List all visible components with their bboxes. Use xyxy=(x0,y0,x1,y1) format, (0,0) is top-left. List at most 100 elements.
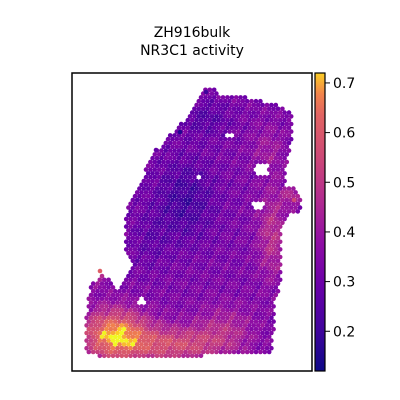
spot xyxy=(240,296,246,302)
spot xyxy=(192,258,197,264)
spot xyxy=(148,319,153,324)
spot xyxy=(207,148,213,153)
spot xyxy=(209,296,215,302)
spot xyxy=(145,300,151,305)
spot xyxy=(242,254,248,260)
spot xyxy=(233,277,239,283)
spot xyxy=(225,125,230,131)
spot xyxy=(137,239,142,245)
spot xyxy=(264,307,270,313)
spot xyxy=(187,273,193,279)
spot xyxy=(275,121,281,127)
spot xyxy=(264,239,270,245)
spot xyxy=(264,117,270,123)
spot xyxy=(84,323,89,328)
spot xyxy=(233,140,239,146)
spot xyxy=(170,334,175,340)
spot xyxy=(238,201,243,207)
spot xyxy=(247,247,252,252)
spot xyxy=(185,262,191,267)
spot xyxy=(269,201,274,207)
spot xyxy=(159,254,164,260)
spot xyxy=(185,285,191,290)
spot xyxy=(227,342,232,347)
spot xyxy=(141,239,147,245)
spot xyxy=(247,155,252,161)
spot xyxy=(262,152,268,157)
spot xyxy=(231,205,237,210)
spot xyxy=(233,117,239,123)
spot xyxy=(156,334,162,340)
spot xyxy=(137,323,142,328)
spot xyxy=(271,129,276,134)
spot xyxy=(211,133,217,138)
spot xyxy=(187,235,193,241)
spot xyxy=(229,345,235,351)
spot xyxy=(247,140,252,146)
spot xyxy=(152,349,158,355)
spot xyxy=(132,224,138,229)
spot xyxy=(264,186,270,191)
spot xyxy=(271,258,276,264)
spot xyxy=(167,277,173,283)
spot xyxy=(185,323,191,328)
spot xyxy=(233,110,239,115)
spot xyxy=(273,285,279,290)
spot xyxy=(200,197,206,203)
spot xyxy=(95,311,100,317)
spot xyxy=(161,304,166,309)
spot xyxy=(286,186,292,191)
spot xyxy=(189,292,195,298)
spot xyxy=(238,285,243,290)
spot xyxy=(236,288,241,294)
spot xyxy=(106,345,111,351)
spot xyxy=(271,174,276,180)
spot xyxy=(159,262,164,267)
spot xyxy=(240,342,246,347)
spot xyxy=(165,174,171,180)
spot xyxy=(295,201,301,207)
spot xyxy=(132,330,138,336)
spot xyxy=(141,254,147,260)
spot xyxy=(121,319,127,324)
spot xyxy=(218,159,224,165)
spot xyxy=(216,345,221,351)
spot xyxy=(163,148,169,153)
spot xyxy=(148,228,153,233)
spot xyxy=(152,205,158,210)
spot xyxy=(167,353,173,359)
spot xyxy=(167,231,173,237)
spot xyxy=(238,277,243,283)
spot xyxy=(198,224,204,229)
spot xyxy=(86,304,92,309)
spot xyxy=(145,193,151,199)
spot xyxy=(225,201,230,207)
spot xyxy=(244,152,250,157)
spot xyxy=(172,193,177,199)
colorbar-tick-label: 0.2 xyxy=(333,324,355,340)
spot xyxy=(189,345,195,351)
spot xyxy=(249,311,254,317)
spot xyxy=(86,311,92,317)
spot xyxy=(194,231,199,237)
spot xyxy=(196,250,202,256)
spot xyxy=(159,216,164,222)
spot xyxy=(247,277,252,283)
spot xyxy=(242,125,248,131)
spot xyxy=(86,342,92,347)
spot xyxy=(165,197,171,203)
spot xyxy=(244,281,250,286)
spot xyxy=(148,326,153,332)
spot xyxy=(181,323,186,328)
spot xyxy=(176,140,182,146)
spot xyxy=(242,193,248,199)
spot xyxy=(150,209,155,214)
spot xyxy=(253,220,259,226)
spot xyxy=(137,186,142,191)
spot xyxy=(167,239,173,245)
spot xyxy=(231,304,237,309)
spot xyxy=(216,239,221,245)
spot xyxy=(273,209,279,214)
spot xyxy=(262,326,268,332)
spot xyxy=(218,98,224,104)
